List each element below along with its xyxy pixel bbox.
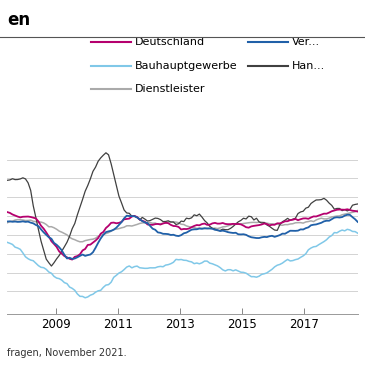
Text: en: en	[7, 11, 30, 29]
Text: Han...: Han...	[292, 61, 325, 71]
Text: Deutschland: Deutschland	[135, 37, 205, 47]
Text: fragen, November 2021.: fragen, November 2021.	[7, 348, 127, 358]
Text: Dienstleister: Dienstleister	[135, 84, 205, 95]
Text: Ver...: Ver...	[292, 37, 320, 47]
Text: Bauhauptgewerbe: Bauhauptgewerbe	[135, 61, 238, 71]
